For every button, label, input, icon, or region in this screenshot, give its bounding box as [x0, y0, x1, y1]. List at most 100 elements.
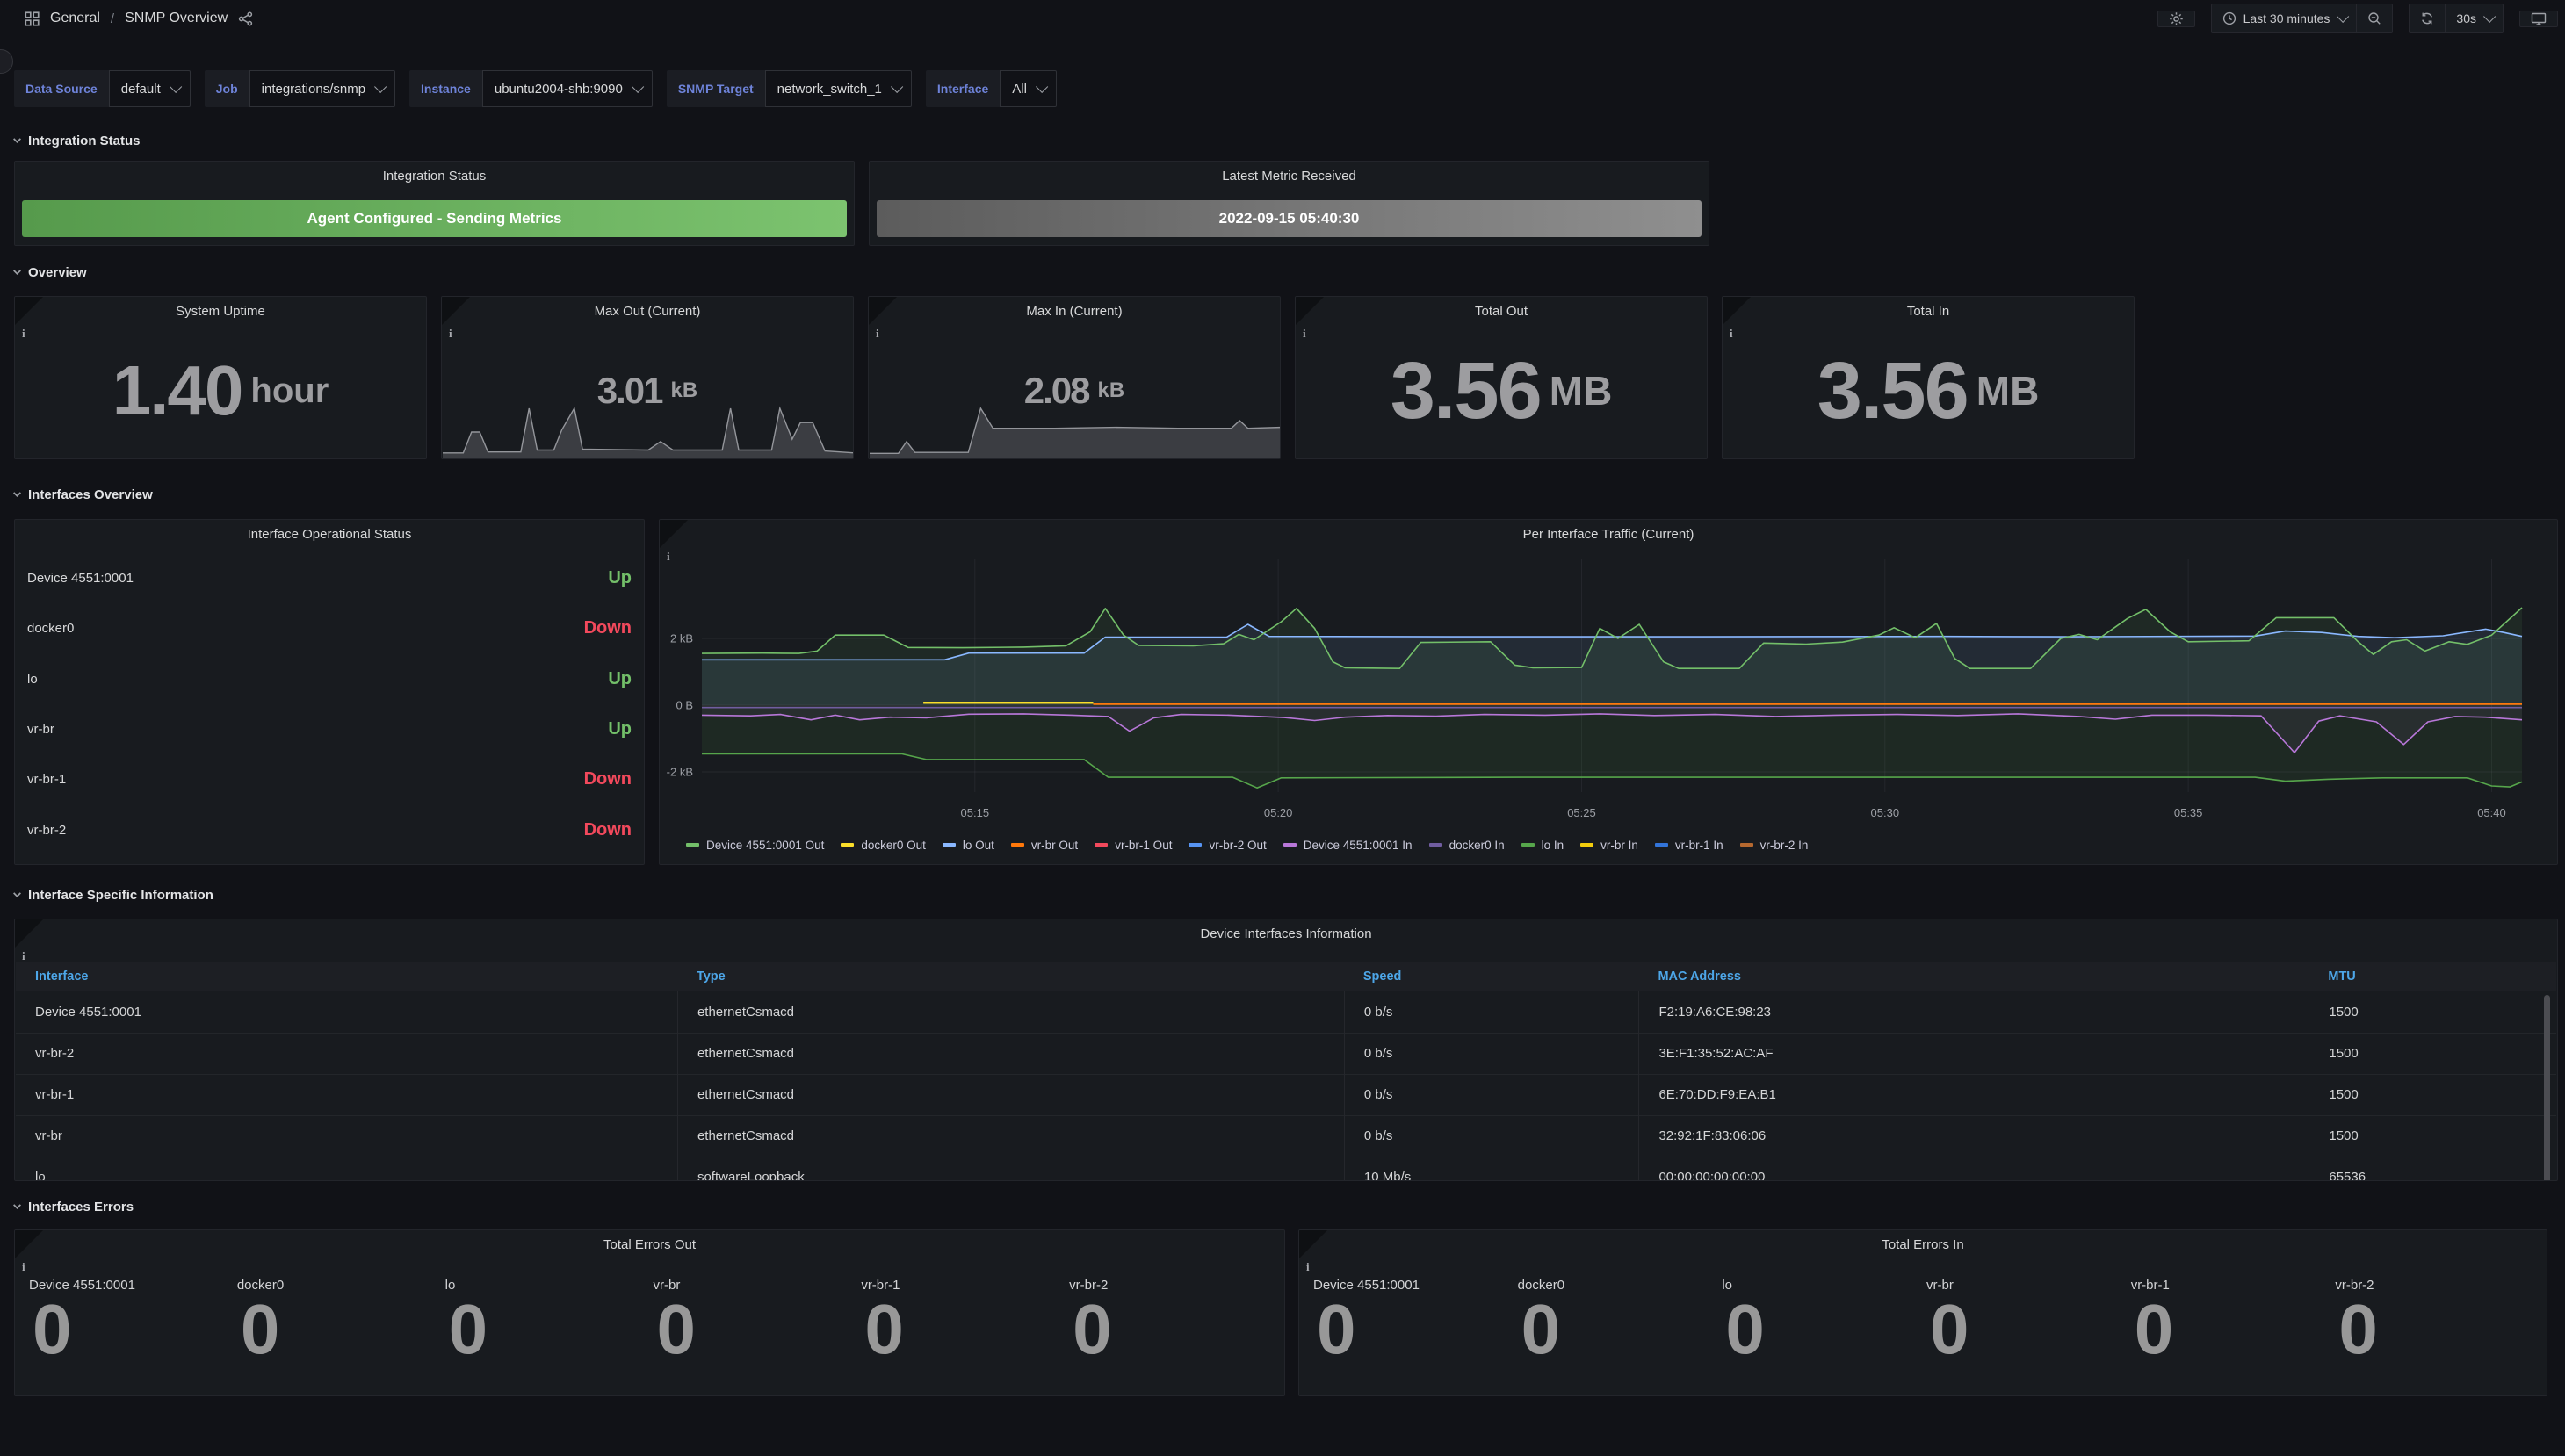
share-icon[interactable] — [238, 11, 253, 26]
legend-label: vr-br-1 In — [1674, 838, 1723, 852]
variable-value-dropdown[interactable]: All — [1000, 70, 1057, 107]
error-stat-value: 0 — [1725, 1290, 1765, 1368]
legend-item[interactable]: vr-br-2 In — [1739, 839, 1808, 852]
legend-item[interactable]: docker0 In — [1428, 839, 1505, 852]
legend-item[interactable]: Device 4551:0001 Out — [686, 839, 824, 852]
table-row[interactable]: vr-br-1 ethernetCsmacd 0 b/s 6E:70:DD:F9:EA… — [16, 1074, 2556, 1116]
interface-name: Device 4551:0001 — [27, 571, 134, 587]
panel-info-corner[interactable]: i — [1299, 1230, 1327, 1273]
cycle-view-mode-button[interactable] — [2519, 10, 2558, 27]
variable-current-value: integrations/snmp — [261, 81, 366, 97]
table-row[interactable]: vr-br-2 ethernetCsmacd 0 b/s 3E:F1:35:52:AC… — [16, 1033, 2556, 1075]
error-stat-column: Device 4551:0001 0 — [25, 1271, 234, 1385]
panel-title[interactable]: Total Out — [1474, 303, 1528, 319]
legend-item[interactable]: vr-br In — [1580, 839, 1638, 852]
error-stat-column: vr-br-2 0 — [1066, 1271, 1274, 1385]
table-cell: F2:19:A6:CE:98:23 — [1638, 991, 2308, 1033]
legend-item[interactable]: vr-br-2 Out — [1189, 839, 1267, 852]
zoom-out-time-button[interactable] — [2356, 4, 2392, 32]
chevron-down-icon — [12, 265, 22, 280]
panel-title[interactable]: Interface Operational Status — [247, 526, 412, 542]
breadcrumb-separator: / — [110, 11, 115, 26]
table-row[interactable]: vr-br ethernetCsmacd 0 b/s 32:92:1F:83:06:0… — [16, 1115, 2556, 1157]
interface-status-row: vr-br-1 Down — [27, 754, 632, 804]
section-title: Interface Specific Information — [28, 887, 213, 903]
panel-title[interactable]: Device Interfaces Information — [1200, 926, 1372, 941]
legend-item[interactable]: lo In — [1521, 839, 1564, 852]
error-stat-label: lo — [444, 1278, 456, 1293]
panel-title[interactable]: System Uptime — [176, 303, 265, 319]
variable-value-dropdown[interactable]: integrations/snmp — [249, 70, 396, 107]
section-interface-specific-information[interactable]: Interface Specific Information — [12, 884, 213, 905]
panel-title[interactable]: Total Errors In — [1882, 1236, 1964, 1252]
error-stat-value: 0 — [33, 1290, 72, 1368]
dashboard-settings-button[interactable] — [2157, 10, 2195, 27]
chevron-down-icon — [374, 80, 387, 93]
panel-info-corner[interactable]: i — [1723, 297, 1751, 340]
stat-value-group: 3.01 kB — [442, 323, 853, 458]
panel-title[interactable]: Latest Metric Received — [1222, 168, 1356, 184]
panel-title[interactable]: Total In — [1906, 303, 1950, 319]
panel-title[interactable]: Total Errors Out — [603, 1236, 697, 1252]
panel-title[interactable]: Max In (Current) — [1026, 303, 1123, 319]
section-overview[interactable]: Overview — [12, 262, 87, 283]
table-row[interactable]: Device 4551:0001 ethernetCsmacd 0 b/s F2:19… — [16, 991, 2556, 1034]
chevron-down-icon — [12, 133, 22, 148]
table-cell: ethernetCsmacd — [676, 1074, 1344, 1115]
column-header-speed[interactable]: Speed — [1362, 969, 1402, 984]
table-row[interactable]: lo softwareLoopback 10 Mb/s 00:00:00:00:00:… — [16, 1157, 2556, 1180]
x-axis-tick: 05:40 — [2477, 806, 2506, 819]
variable-value-dropdown[interactable]: ubuntu2004-shb:9090 — [481, 70, 653, 107]
panel-info-corner[interactable]: i — [15, 919, 43, 962]
traffic-chart[interactable]: 2 kB 0 B -2 kB 05:15 05:20 05:25 05:30 05:35 05:… — [660, 553, 2557, 831]
panel-title[interactable]: Max Out (Current) — [594, 303, 701, 319]
panel-title[interactable]: Integration Status — [382, 168, 487, 184]
column-header-mac-address[interactable]: MAC Address — [1658, 969, 1741, 984]
time-picker-group: Last 30 minutes — [2210, 4, 2394, 33]
legend-item[interactable]: vr-br-1 Out — [1095, 839, 1172, 852]
panel-integration-status: Integration Status Agent Configured - Se… — [14, 161, 855, 246]
panel-info-corner[interactable]: i — [442, 297, 470, 340]
time-range-picker[interactable]: Last 30 minutes — [2212, 4, 2357, 32]
refresh-button[interactable] — [2410, 4, 2445, 32]
panel-info-corner[interactable]: i — [660, 520, 688, 563]
apps-grid-icon[interactable] — [25, 11, 40, 26]
errors-out-values: Device 4551:0001 0 docker0 0 lo 0 vr-br 0 vr-br-… — [25, 1271, 1274, 1385]
info-icon: i — [22, 1260, 25, 1273]
table-cell: Device 4551:0001 — [35, 1005, 141, 1020]
gear-icon — [2169, 11, 2184, 26]
variable-value-dropdown[interactable]: default — [108, 70, 191, 107]
section-interfaces-errors[interactable]: Interfaces Errors — [12, 1196, 134, 1217]
error-stat-label: Device 4551:0001 — [1313, 1278, 1420, 1293]
panel-info-corner[interactable]: i — [15, 1230, 43, 1273]
legend-item[interactable]: Device 4551:0001 In — [1282, 839, 1413, 852]
section-interfaces-overview[interactable]: Interfaces Overview — [12, 484, 153, 505]
variable-value-dropdown[interactable]: network_switch_1 — [764, 70, 912, 107]
column-header-mtu[interactable]: MTU — [2328, 969, 2356, 984]
table-cell: 0 b/s — [1343, 1115, 1639, 1157]
column-header-type[interactable]: Type — [696, 969, 726, 984]
panel-title[interactable]: Per Interface Traffic (Current) — [1522, 526, 1694, 542]
legend-item[interactable]: lo Out — [942, 839, 994, 852]
legend-item[interactable]: docker0 Out — [841, 839, 926, 852]
breadcrumb-section[interactable]: General — [50, 11, 100, 25]
panel-info-corner[interactable]: i — [1296, 297, 1324, 340]
table-cell: ethernetCsmacd — [676, 1033, 1344, 1074]
legend-item[interactable]: vr-br-1 In — [1654, 838, 1723, 852]
stat-value-group: 3.56 MB — [1723, 323, 2134, 458]
operational-status-list: Device 4551:0001 Up docker0 Down lo Up vr-br Up… — [27, 553, 632, 855]
series-line-device-4551-0001-in — [701, 713, 2523, 753]
column-header-interface[interactable]: Interface — [35, 969, 89, 984]
refresh-interval-picker[interactable]: 30s — [2445, 4, 2503, 32]
legend-item[interactable]: vr-br Out — [1010, 839, 1078, 852]
panel-info-corner[interactable]: i — [869, 297, 897, 340]
table-scrollbar[interactable] — [2544, 995, 2550, 1180]
y-axis-tick: 0 B — [676, 699, 693, 712]
breadcrumb-dashboard-title[interactable]: SNMP Overview — [125, 11, 228, 25]
sidebar-handle[interactable] — [0, 49, 13, 74]
section-integration-status[interactable]: Integration Status — [12, 130, 141, 151]
refresh-group: 30s — [2409, 4, 2504, 33]
chevron-down-icon — [1035, 80, 1049, 93]
panel-info-corner[interactable]: i — [15, 297, 43, 340]
panel-stat-max-out-current-: i Max Out (Current) 3.01 kB — [441, 296, 854, 459]
